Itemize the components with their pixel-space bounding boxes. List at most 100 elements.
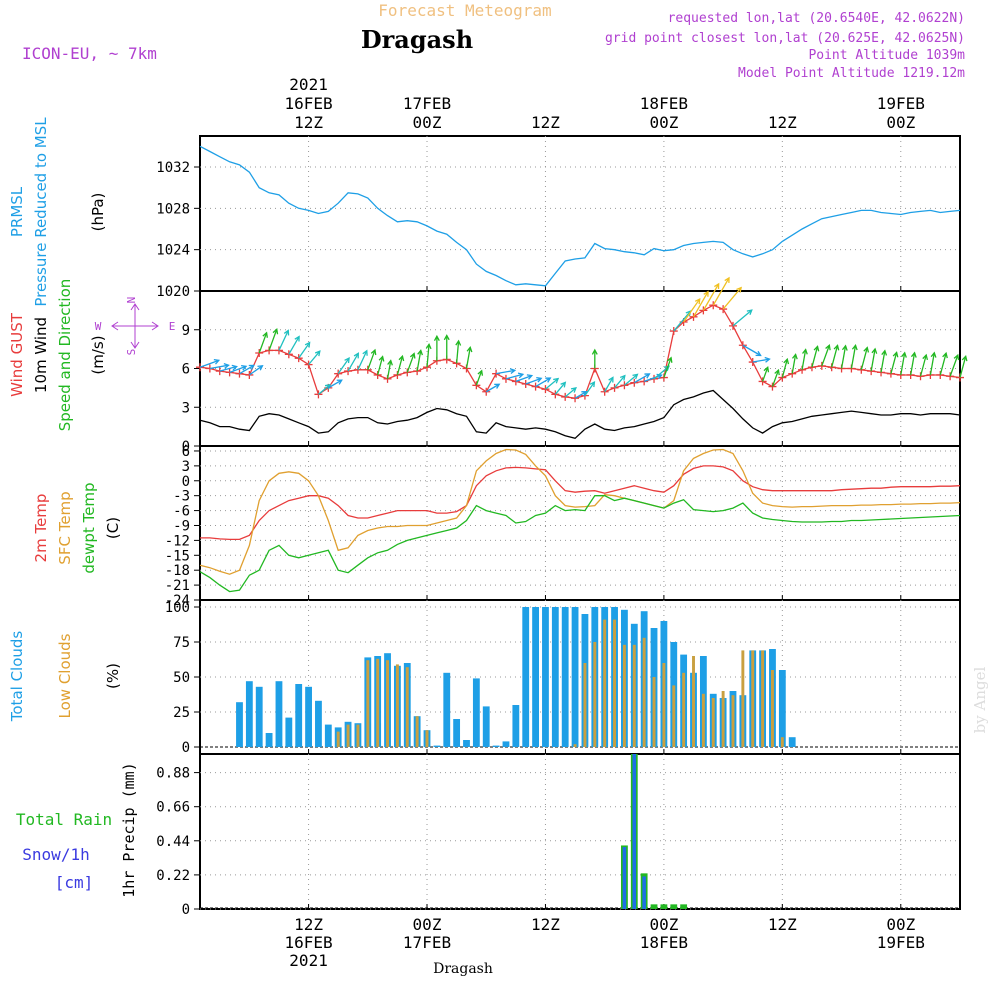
cloud-low-bar: [346, 724, 350, 747]
wind-arrow-head: [724, 276, 730, 283]
cloud-low-bar: [701, 693, 705, 747]
ytick-label: 1028: [156, 201, 190, 217]
wind-arrow-head: [283, 329, 290, 336]
ytick-label: 0.66: [156, 800, 190, 816]
cloud-low-bar: [425, 730, 429, 747]
wind-arrow: [910, 352, 916, 376]
wind-arrow-head: [553, 377, 560, 384]
cloud-low-bar: [662, 663, 666, 747]
wind-arrow: [840, 345, 847, 369]
wind-arrow-head: [825, 343, 831, 351]
point-altitude: Point Altitude 1039m: [808, 48, 965, 63]
wind-arrow: [604, 377, 614, 393]
cloud-low-bar: [731, 695, 735, 747]
cloud-low-bar: [376, 658, 380, 747]
gust-point: [531, 382, 540, 391]
gust-point: [363, 365, 372, 374]
ytick-label: -6: [173, 504, 190, 520]
side-labels: PRMSL Pressure Reduced to MSL (hPa) Wind GU…: [8, 117, 175, 898]
wind-arrow-head: [663, 365, 671, 372]
wind-arrow: [742, 344, 761, 357]
wind-arrow-head: [466, 345, 473, 353]
gust-point: [472, 381, 481, 390]
panel-label: 10m Wind: [32, 317, 50, 393]
gust-point: [265, 346, 274, 355]
cloud-total-bar: [295, 684, 303, 747]
cloud-low-bar: [336, 731, 340, 747]
ytick-label: 3: [182, 459, 190, 475]
location-title: Dragash: [361, 25, 473, 54]
rain-bar: [680, 904, 688, 909]
wind-arrow-head: [344, 356, 350, 364]
ytick-label: 50: [173, 670, 190, 686]
compass-arrows: [111, 303, 159, 349]
bottom-time-label: 12Z: [531, 915, 560, 934]
wind-arrow-head: [746, 309, 753, 316]
wind-arrow-head: [953, 353, 960, 361]
wind-arrow-head: [581, 391, 588, 397]
wind-arrow: [288, 336, 300, 355]
panel-wind: 0 3 6 9: [182, 276, 968, 455]
cloud-total-bar: [315, 700, 322, 747]
top-time-label: 17FEB: [403, 94, 451, 113]
wind-arrow-head: [223, 362, 230, 369]
ytick-label: 1024: [156, 243, 190, 259]
cloud-low-bar: [761, 650, 765, 747]
wind-arrow: [485, 383, 500, 393]
model-altitude: Model Point Altitude 1219.12m: [738, 66, 965, 81]
wind-arrow: [821, 345, 830, 367]
wind-arrow: [683, 298, 701, 323]
requested-coords: requested lon,lat (20.6540E, 42.0622N): [668, 11, 965, 26]
wind-arrow-head: [714, 282, 720, 289]
cloud-low-bar: [692, 656, 695, 747]
wind-arrow-head: [294, 335, 300, 342]
wind-arrow: [643, 374, 662, 383]
gust-point: [274, 346, 283, 355]
cloud-total-bar: [551, 607, 559, 747]
gust-point: [857, 365, 866, 374]
panel-label: (m/s): [89, 335, 107, 374]
wind-arrow: [712, 277, 730, 306]
wind-arrow-head: [863, 346, 870, 353]
cloud-total-bar: [305, 686, 312, 747]
ytick-label: -9: [173, 518, 190, 534]
cloud-total-bar: [788, 737, 796, 747]
ytick-label: 0: [182, 474, 190, 490]
product-title: Forecast Meteogram: [378, 1, 551, 20]
wind-arrow-head: [841, 344, 848, 351]
bottom-time-label: 2021: [289, 951, 328, 970]
cloud-low-bar: [603, 619, 607, 747]
panel-label: Speed and Direction: [56, 279, 74, 432]
ytick-label: 6: [182, 362, 190, 378]
wind-arrow: [357, 350, 368, 371]
wind-arrow-head: [272, 328, 279, 335]
ytick-label: 25: [173, 705, 190, 721]
ytick-label: 6: [182, 444, 190, 460]
bottom-time-label: 00Z: [413, 915, 442, 934]
bottom-time-label: 12Z: [294, 915, 323, 934]
ytick-label: -21: [165, 578, 190, 594]
wind-arrow: [219, 365, 237, 372]
cloud-low-bar: [613, 619, 617, 747]
compass-indicator: N S W E: [95, 297, 176, 356]
cloud-low-bar: [741, 650, 745, 747]
wind-arrow-head: [398, 354, 405, 362]
wind-arrow: [900, 352, 906, 376]
top-time-label: 12Z: [768, 113, 797, 132]
cloud-total-bar: [433, 745, 441, 747]
wind-arrow: [860, 347, 868, 370]
wind-arrow: [811, 346, 819, 368]
wind-arrow-head: [314, 350, 321, 357]
cloud-low-bar: [386, 660, 389, 747]
wind-arrow: [949, 354, 959, 377]
wind-arrow: [831, 345, 839, 368]
ytick-label: 0.22: [156, 868, 190, 884]
cloud-low-bar: [632, 644, 636, 747]
wind-arrow: [771, 369, 780, 387]
panel-frame-temperature: [199, 445, 961, 601]
wind-arrow: [386, 360, 392, 379]
wind-arrow-head: [213, 358, 221, 365]
gust-point: [669, 327, 678, 336]
wind-arrow: [880, 350, 886, 373]
